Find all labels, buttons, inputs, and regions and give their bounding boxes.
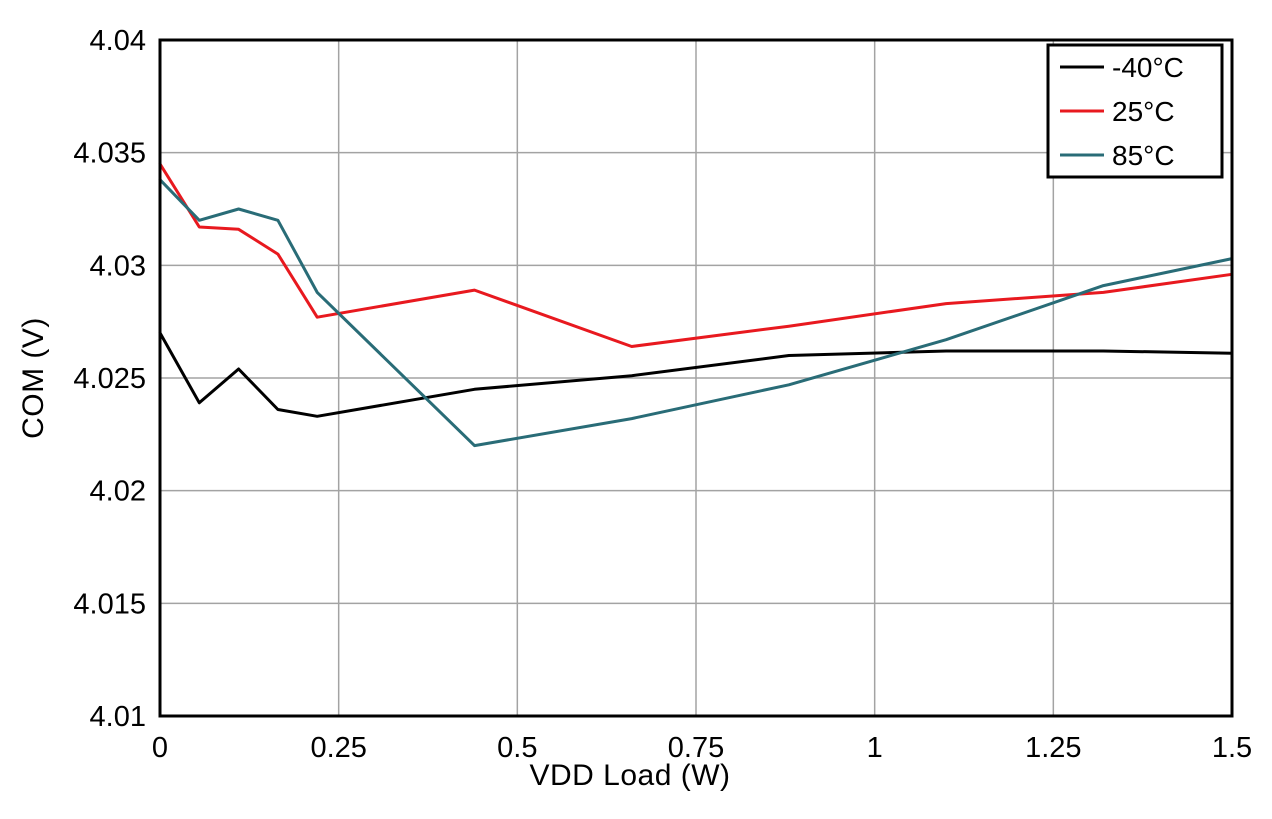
x-tick-label: 1.25	[1025, 732, 1081, 764]
y-tick-label: 4.01	[90, 701, 146, 733]
x-axis-label: VDD Load (W)	[529, 759, 731, 792]
plot-border	[158, 38, 1234, 718]
y-tick-label: 4.03	[90, 250, 146, 282]
series-line--40°C	[158, 331, 1234, 418]
legend-label: 85°C	[1112, 140, 1175, 171]
y-tick-label: 4.04	[90, 25, 146, 57]
series-line-25°C	[158, 162, 1234, 348]
y-tick-label: 4.02	[90, 476, 146, 508]
legend-label: 25°C	[1112, 96, 1175, 127]
x-tick-label: 1	[867, 732, 883, 764]
x-tick-label: 0.5	[497, 732, 537, 764]
y-axis-label: COM (V)	[17, 317, 50, 439]
series-line-85°C	[158, 178, 1234, 448]
y-tick-label: 4.015	[73, 588, 146, 620]
y-tick-label: 4.035	[73, 138, 146, 170]
legend-label: -40°C	[1112, 52, 1184, 83]
x-tick-label: 0.25	[310, 732, 366, 764]
y-tick-label: 4.025	[73, 363, 146, 395]
x-tick-label: 0	[152, 732, 168, 764]
x-tick-label: 0.75	[668, 732, 724, 764]
x-tick-label: 1.5	[1212, 732, 1252, 764]
